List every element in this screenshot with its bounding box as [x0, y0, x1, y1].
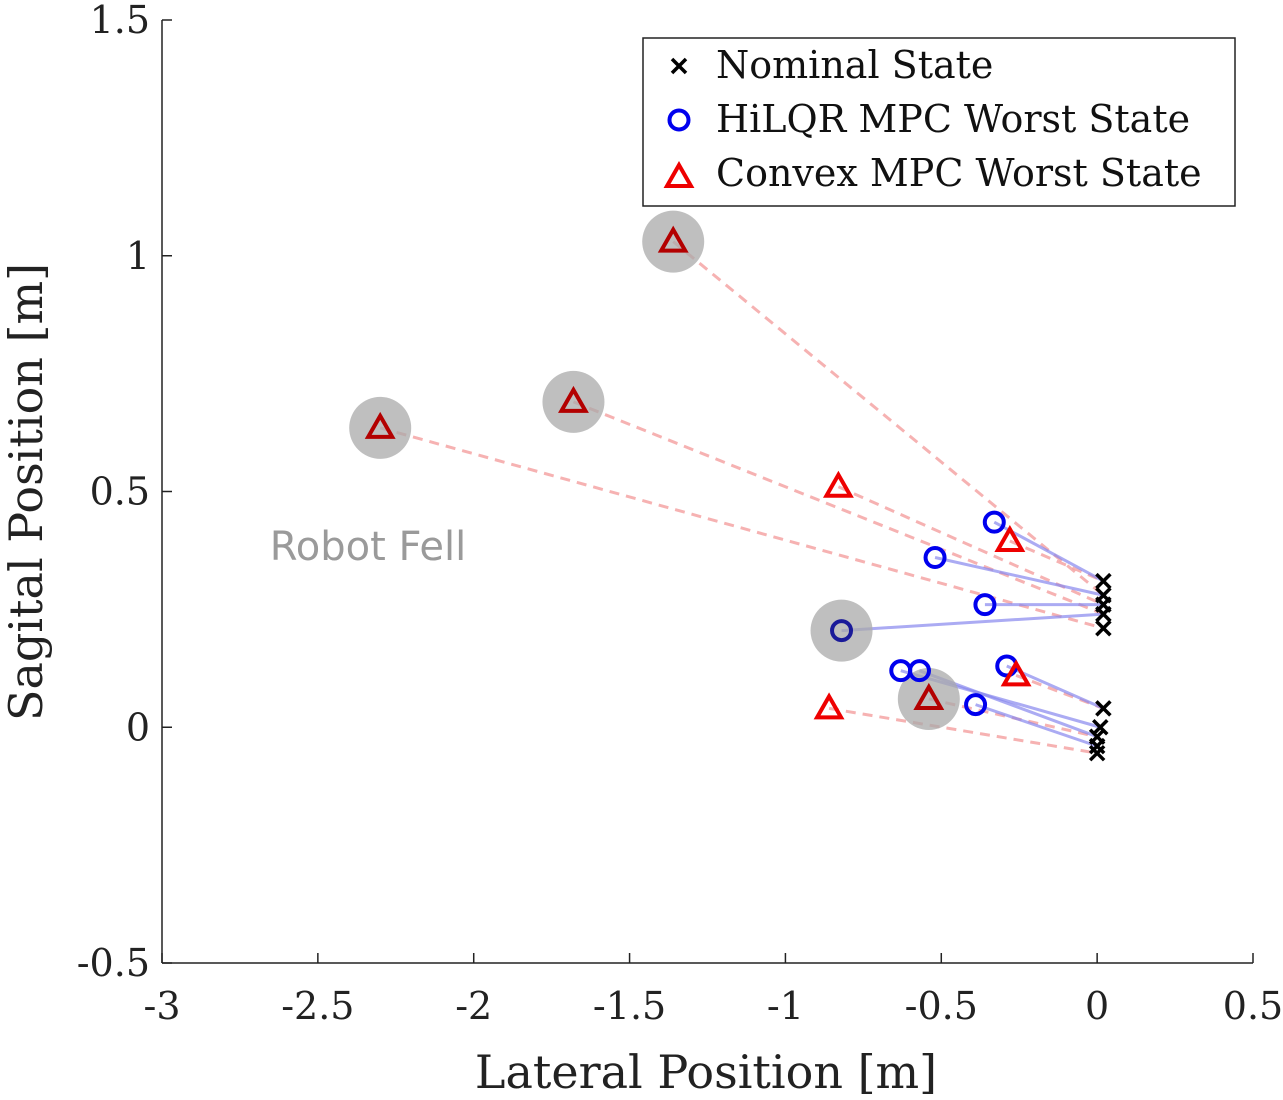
hilqr-link-line	[975, 703, 1098, 748]
nominal-state-marker	[1095, 605, 1112, 623]
cross-stroke	[1095, 700, 1112, 717]
nominal-state-marker	[1095, 619, 1112, 637]
link-lines	[379, 240, 1105, 755]
robot-fell-marker	[897, 667, 960, 730]
legend-box	[642, 37, 1236, 207]
axes	[161, 19, 1254, 964]
convex-worst-marker	[1000, 659, 1032, 687]
legend-hilqr-symbol	[667, 108, 691, 132]
hilqr-worst-marker	[973, 593, 997, 617]
x-axis-label: Lateral Position [m]	[475, 1045, 937, 1099]
robot-fell-marker	[810, 599, 873, 662]
cross-stroke	[1095, 619, 1112, 637]
hilqr-worst-marker	[923, 546, 947, 570]
convex-link-line	[828, 706, 1098, 755]
x-tick-label: 0.5	[1223, 984, 1283, 1028]
nominal-state-marker	[1092, 719, 1109, 736]
x-tick-label: -0.5	[905, 984, 978, 1028]
convex-link-line	[672, 240, 1105, 597]
nominal-state-marker	[1095, 572, 1112, 590]
cross-stroke	[1092, 719, 1109, 736]
robot-fell-marker	[642, 210, 705, 273]
hilqr-worst-marker	[907, 659, 931, 683]
tick-labels: -3 -2.5 -2 -1.5 -1 -0.5 0 0.5 -0.5 0 0.5 1 1.5	[77, 0, 1283, 1028]
convex-worst-marker	[913, 682, 945, 710]
y-tick-label: 1.5	[90, 0, 150, 42]
y-tick-label: 0	[126, 705, 150, 749]
legend-symbols	[663, 57, 695, 188]
legend-convex-label: Convex MPC Worst State	[716, 151, 1202, 195]
convex-worst-marker	[994, 524, 1026, 553]
x-tick-label: -1.5	[593, 984, 666, 1028]
robot-fell-marker	[349, 396, 412, 459]
x-tick-label: -2	[455, 984, 492, 1028]
legend-hilqr-label: HiLQR MPC Worst State	[716, 97, 1190, 141]
convex-worst-marker	[813, 692, 845, 720]
x-tick-label: 0	[1085, 984, 1109, 1028]
convex-worst-marker	[822, 470, 854, 498]
hilqr-link-line	[934, 556, 1104, 597]
cross-stroke	[1088, 744, 1106, 762]
x-tick-label: -1	[767, 984, 804, 1028]
cross-stroke	[1095, 572, 1112, 590]
legend-nominal-label: Nominal State	[716, 43, 993, 87]
nominal-state-marker	[1088, 744, 1106, 762]
cross-stroke	[1095, 605, 1112, 623]
convex-worst-marker	[558, 385, 589, 413]
hilqr-link-line	[841, 612, 1104, 633]
cross-stroke	[670, 57, 688, 75]
nominal-state-marker	[1095, 700, 1112, 717]
hilqr-worst-marker	[982, 510, 1006, 534]
robot-fell-marker	[542, 370, 605, 433]
convex-link-line	[572, 400, 1104, 616]
legend-nominal-symbol	[670, 57, 688, 75]
robot-fell-annotation: Robot Fell	[270, 524, 466, 570]
convex-worst-marker	[657, 225, 689, 253]
hilqr-worst-marker	[964, 693, 988, 717]
x-tick-label: -3	[143, 984, 180, 1028]
hilqr-worst-marker	[830, 619, 854, 643]
y-tick-label: 0.5	[90, 470, 150, 514]
y-axis-label: Sagital Position [m]	[0, 263, 53, 721]
data-markers	[364, 225, 1112, 762]
fell-highlights	[349, 210, 960, 730]
y-tick-label: 1	[126, 234, 150, 278]
legend-convex-symbol	[663, 160, 695, 188]
convex-link-line	[379, 426, 1104, 630]
x-tick-label: -2.5	[281, 984, 354, 1028]
legend: Nominal State HiLQR MPC Worst State Conv…	[642, 37, 1236, 207]
y-tick-label: -0.5	[77, 941, 150, 985]
convex-worst-marker	[364, 411, 396, 439]
